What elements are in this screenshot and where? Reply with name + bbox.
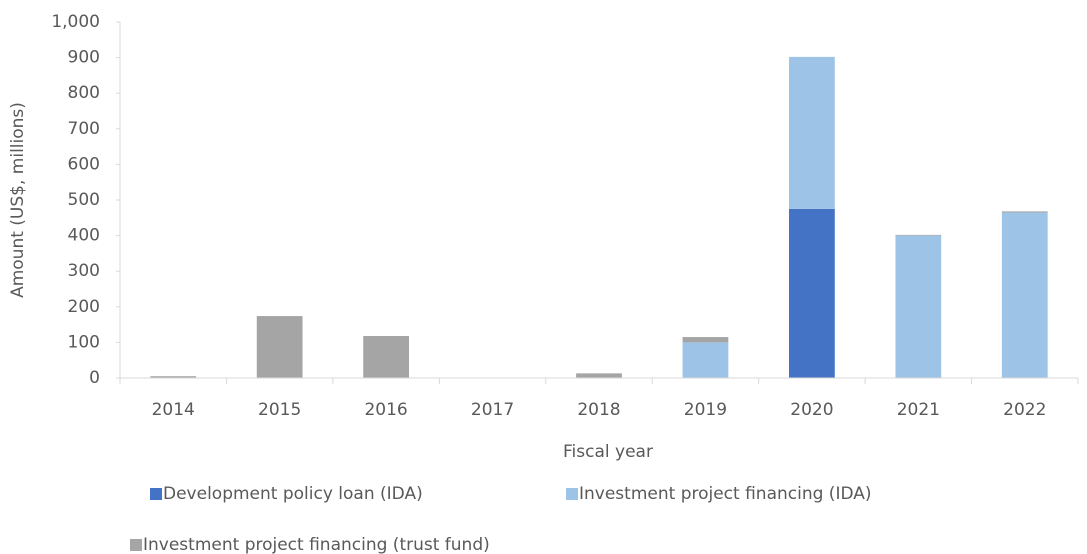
x-tick-label: 2015 (258, 400, 301, 420)
y-axis-title: Amount (US$, millions) (8, 102, 28, 298)
y-tick-label: 400 (68, 226, 100, 246)
y-tick-label: 200 (68, 297, 100, 317)
x-tick-label: 2020 (790, 400, 833, 420)
y-tick-label: 900 (68, 48, 100, 68)
x-tick-label: 2022 (1003, 400, 1046, 420)
bar-segment (1001, 211, 1048, 213)
bar-segment (1001, 212, 1048, 378)
x-tick-label: 2018 (577, 400, 620, 420)
y-tick-label: 0 (89, 368, 100, 388)
x-tick-label: 2019 (684, 400, 727, 420)
x-tick-label: 2016 (364, 400, 407, 420)
y-tick-label: 100 (68, 332, 100, 352)
y-tick-label: 700 (68, 119, 100, 139)
bar-segment (363, 335, 409, 378)
y-tick-label: 1,000 (51, 12, 100, 32)
legend-swatch (130, 539, 142, 551)
legend-label: Development policy loan (IDA) (163, 484, 423, 504)
legend-swatch (566, 488, 578, 500)
x-tick-label: 2017 (471, 400, 514, 420)
legend-swatch (150, 488, 162, 500)
y-tick-label: 600 (68, 154, 100, 174)
bar-segment (682, 337, 729, 343)
bar-segment (895, 234, 942, 236)
bar-segment (789, 56, 835, 209)
y-tick-label: 500 (68, 190, 100, 210)
bar-segment (682, 342, 729, 378)
bar-segment (256, 316, 303, 378)
bar-segment (576, 373, 622, 378)
x-axis-title: Fiscal year (563, 442, 653, 462)
bar-segment (789, 208, 835, 378)
y-tick-label: 300 (68, 261, 100, 281)
x-tick-label: 2021 (897, 400, 940, 420)
legend-label: Investment project financing (IDA) (579, 484, 872, 504)
bar-segment (895, 235, 942, 378)
y-tick-label: 800 (68, 83, 100, 103)
legend-label: Investment project financing (trust fund… (143, 535, 490, 554)
bar-segment (150, 376, 197, 378)
x-tick-label: 2014 (152, 400, 195, 420)
